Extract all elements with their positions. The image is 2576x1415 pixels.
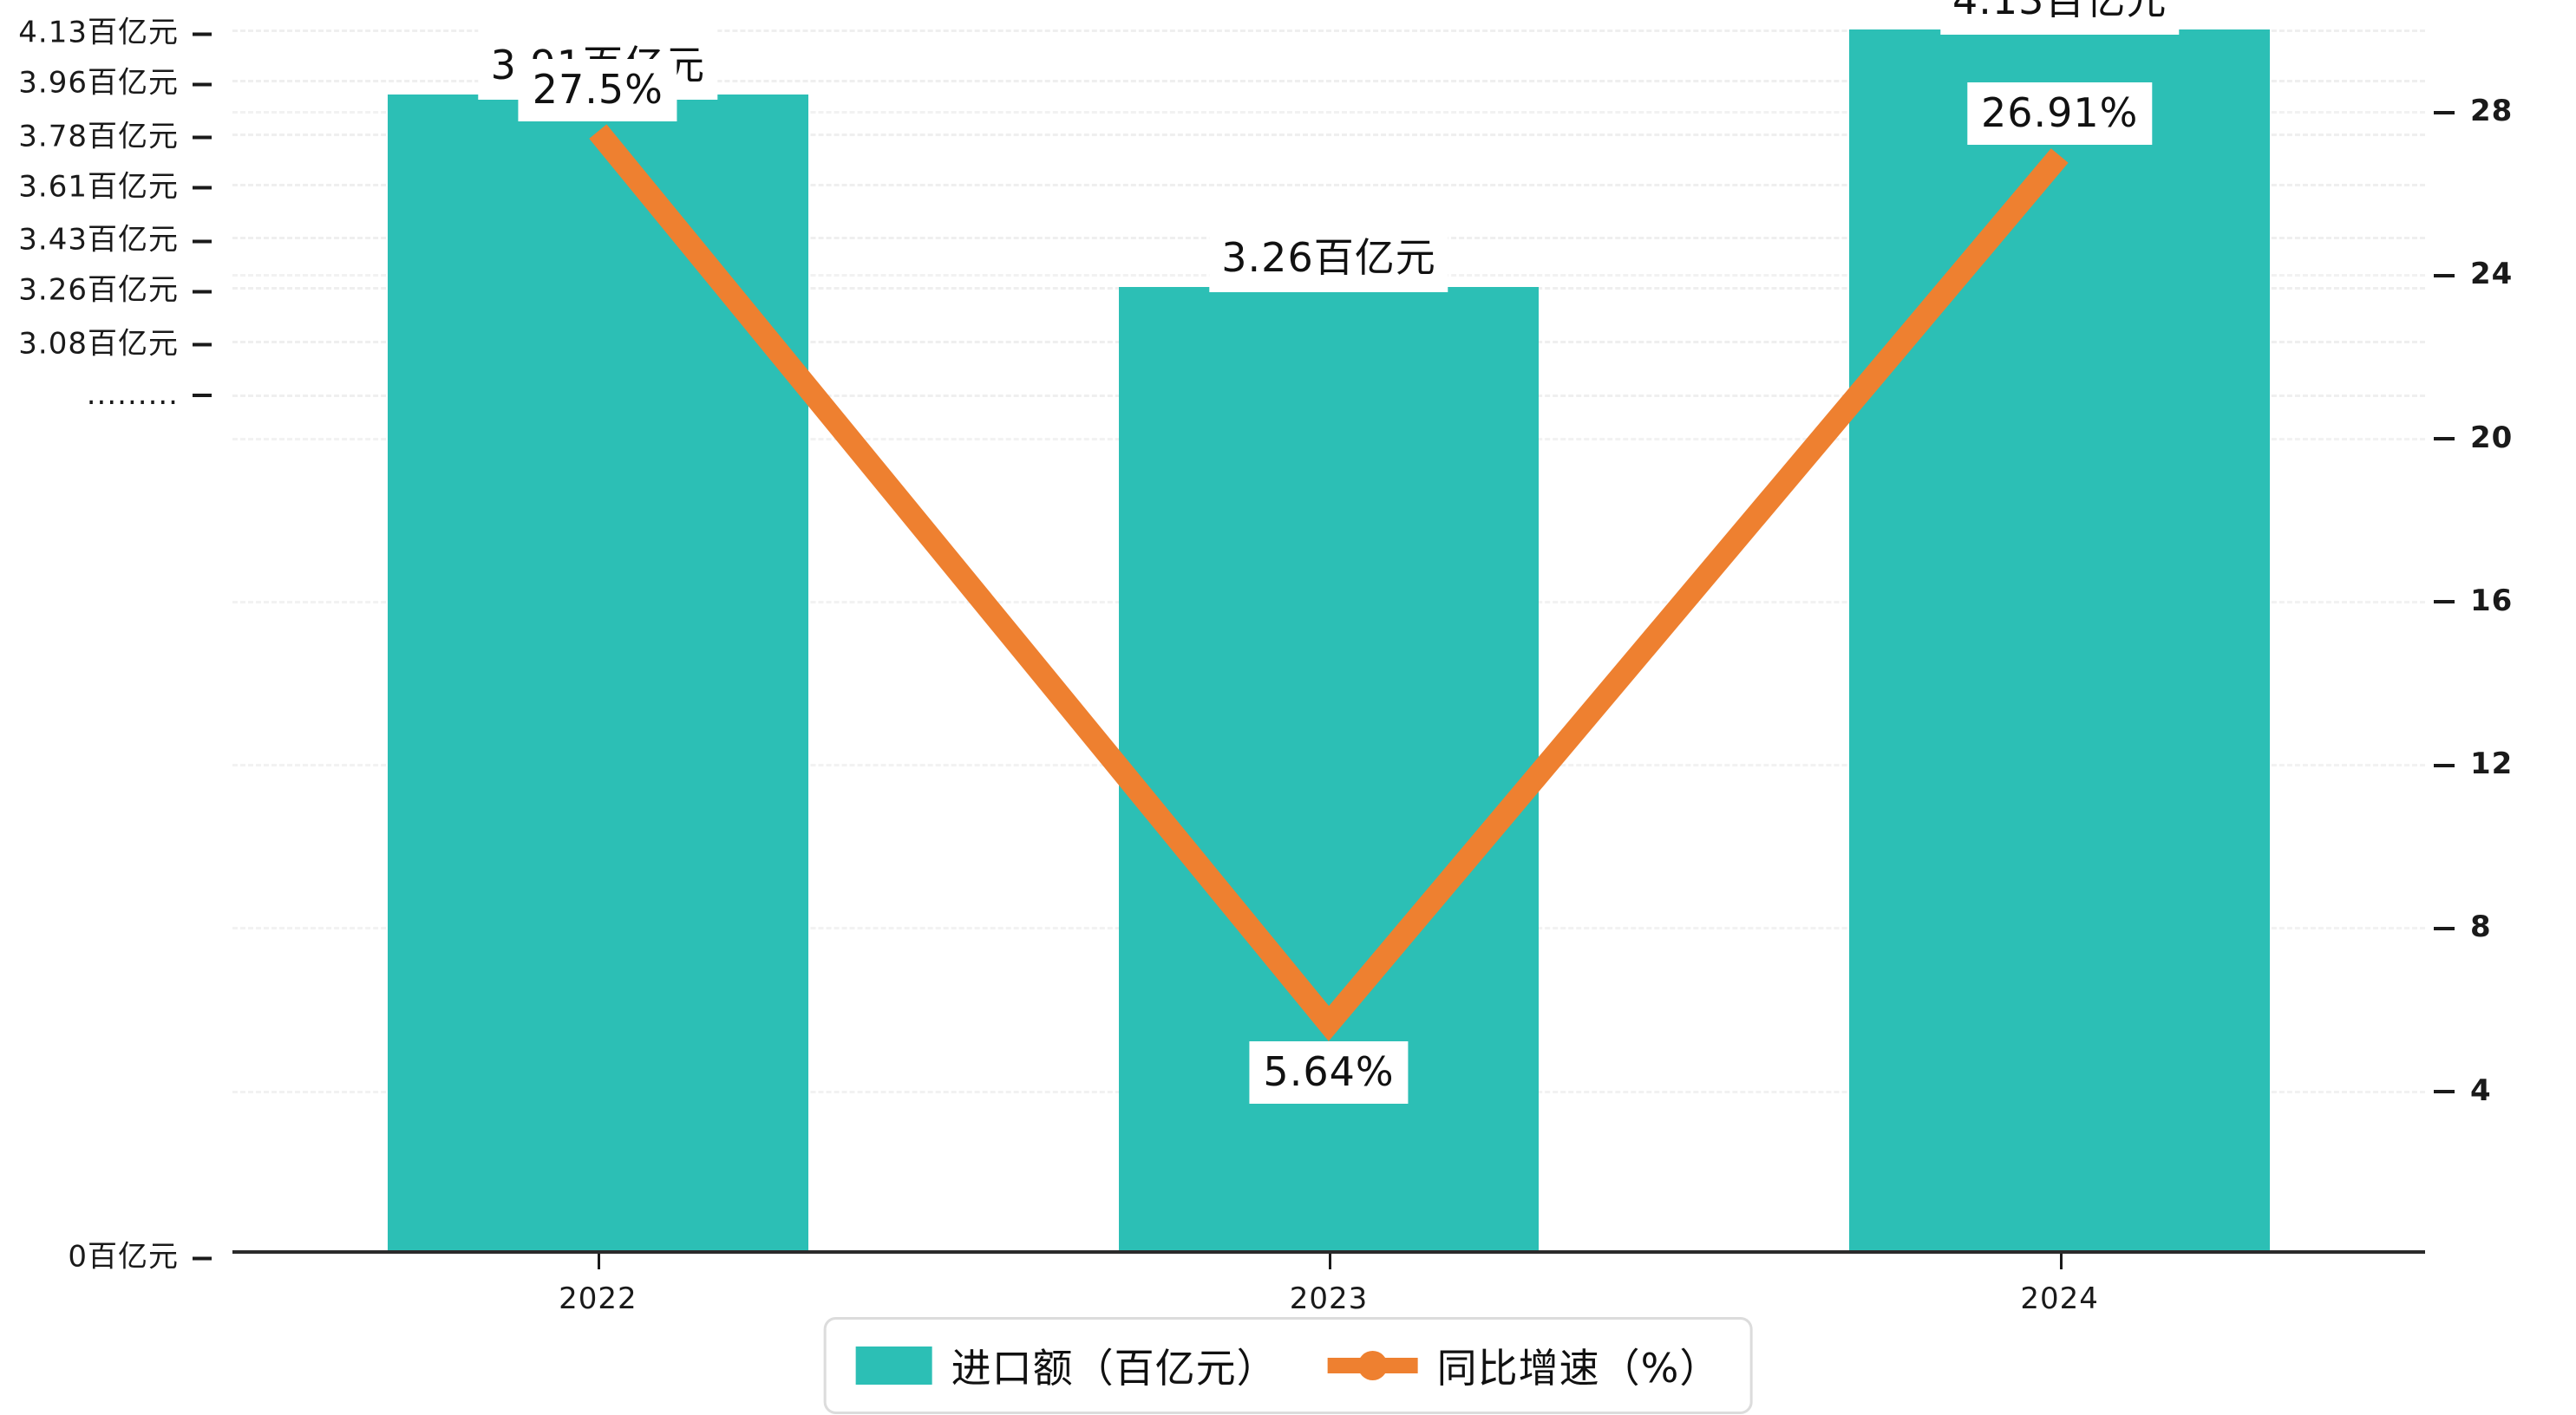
line-series-layer: [589, 124, 2069, 1041]
y-axis-left-tick-label: 3.61百亿元: [18, 169, 179, 205]
y-axis-right-tick-label: 24: [2470, 257, 2514, 292]
tick-dash-icon: [193, 290, 212, 294]
y-axis-left-tick: 3.78百亿元: [18, 112, 212, 154]
y-axis-left-tick-label: 0百亿元: [68, 1239, 179, 1275]
x-tick-mark: [2059, 1254, 2063, 1269]
y-axis-right-tick-label: 4: [2470, 1073, 2492, 1108]
bar-value-label: 3.26百亿元: [1209, 221, 1448, 293]
tick-dash-icon: [193, 394, 212, 398]
y-axis-right-tick-label: 8: [2470, 910, 2492, 945]
tick-dash-icon: [2434, 437, 2455, 441]
y-axis-right-tick: 4: [2434, 1073, 2492, 1108]
y-axis-left-tick: .........: [87, 377, 212, 412]
y-axis-right-tick-label: 20: [2470, 420, 2514, 455]
line-path: [589, 124, 2069, 1041]
y-axis-right-tick-label: 16: [2470, 583, 2514, 618]
y-axis-left-tick: 3.26百亿元: [18, 266, 212, 309]
line-point-label: 27.5%: [518, 58, 677, 121]
gridline: [232, 111, 2425, 114]
gridline: [232, 133, 2425, 136]
gridline: [232, 80, 2425, 83]
y-axis-right-tick: 12: [2434, 747, 2513, 781]
y-axis-right-tick: 28: [2434, 94, 2513, 128]
y-axis-right-tick: 20: [2434, 421, 2513, 455]
y-axis-left-tick-label: 3.08百亿元: [18, 326, 179, 362]
x-tick-mark: [598, 1254, 601, 1269]
legend-item-import-amount[interactable]: 进口额（百亿元）: [855, 1337, 1278, 1394]
y-axis-left-tick: 3.96百亿元: [18, 59, 212, 101]
y-axis-left-tick-label: .........: [86, 376, 179, 412]
tick-dash-icon: [193, 186, 212, 190]
gridline: [232, 183, 2425, 186]
x-tick-mark: [1329, 1254, 1331, 1269]
legend-item-label: 进口额（百亿元）: [951, 1345, 1278, 1392]
y-axis-left-tick-label: 4.13百亿元: [18, 15, 179, 50]
x-tick-label: 2022: [559, 1281, 637, 1316]
line-point-label: 26.91%: [1966, 82, 2153, 146]
tick-dash-icon: [2434, 600, 2455, 604]
y-axis-left-tick: 3.43百亿元: [18, 216, 212, 258]
y-axis-right-tick-label: 28: [2470, 94, 2514, 129]
tick-dash-icon: [2434, 926, 2455, 930]
legend-item-growth-rate[interactable]: 同比增速（%）: [1327, 1337, 1721, 1394]
y-axis-left-tick: 3.61百亿元: [18, 162, 212, 205]
bar[interactable]: [1849, 29, 2270, 1254]
x-tick-label: 2024: [2020, 1281, 2099, 1316]
tick-dash-icon: [193, 82, 212, 87]
line-point-label: 5.64%: [1249, 1040, 1409, 1104]
y-axis-left-tick-label: 3.26百亿元: [18, 272, 179, 308]
y-axis-left-tick-label: 3.96百亿元: [18, 65, 179, 101]
tick-dash-icon: [2434, 763, 2455, 767]
y-axis-left-tick-label: 3.43百亿元: [18, 222, 179, 258]
tick-dash-icon: [2434, 273, 2455, 277]
y-axis-right-tick-label: 12: [2470, 747, 2514, 782]
gridline: [232, 29, 2425, 32]
line-marker-icon: [1327, 1347, 1418, 1385]
tick-dash-icon: [193, 32, 212, 36]
tick-dash-icon: [193, 342, 212, 347]
bar-value-label: 4.13百亿元: [1939, 0, 2180, 35]
y-axis-right-tick: 16: [2434, 584, 2513, 618]
chart-legend[interactable]: 进口额（百亿元） 同比增速（%）: [823, 1317, 1753, 1414]
tick-dash-icon: [193, 135, 212, 140]
y-axis-left-tick: 3.08百亿元: [18, 319, 212, 362]
tick-dash-icon: [2434, 110, 2455, 114]
bar-swatch-icon: [855, 1347, 932, 1385]
tick-dash-icon: [2434, 1090, 2455, 1094]
y-axis-left-tick: 0百亿元: [68, 1233, 212, 1275]
x-tick-label: 2023: [1289, 1281, 1369, 1316]
y-axis-right-tick: 8: [2434, 910, 2492, 944]
y-axis-left-tick: 4.13百亿元: [18, 9, 212, 51]
y-axis-right-tick: 24: [2434, 257, 2513, 291]
legend-item-label: 同比增速（%）: [1436, 1345, 1721, 1392]
y-axis-left-tick-label: 3.78百亿元: [18, 119, 179, 154]
tick-dash-icon: [193, 1256, 212, 1260]
tick-dash-icon: [193, 239, 212, 244]
x-axis-line: [232, 1250, 2425, 1254]
